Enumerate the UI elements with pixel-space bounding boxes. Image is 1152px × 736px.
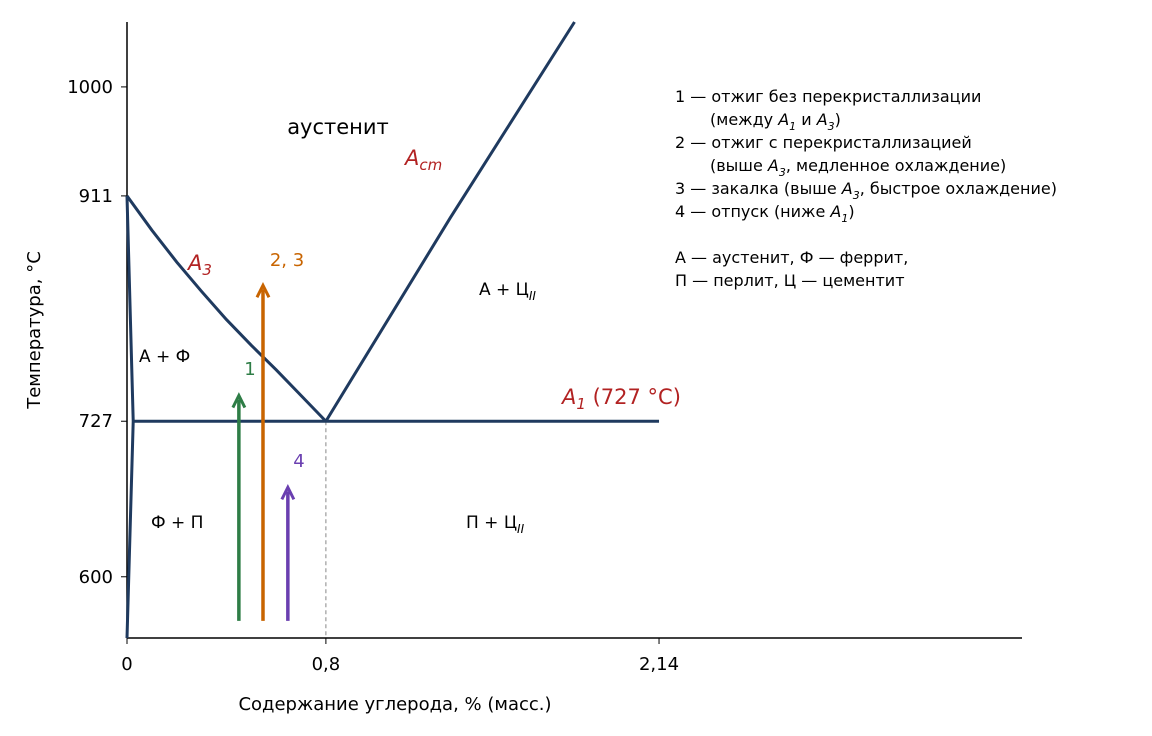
label: A1 (727 °C) xyxy=(560,385,681,413)
text-part: ) xyxy=(848,202,854,221)
y-tick-label: 1000 xyxy=(67,77,113,98)
label: (между A1 и A3) xyxy=(710,110,841,133)
subscript: 1 xyxy=(576,395,586,413)
subscript: 1 xyxy=(841,212,848,225)
y-axis-label: Температура, °C xyxy=(24,251,45,410)
label: (выше A3, медленное охлаждение) xyxy=(710,156,1006,179)
text-part: (выше xyxy=(710,156,768,175)
label: A3 xyxy=(186,251,212,279)
y-tick-label: 727 xyxy=(79,411,113,432)
subscript: 3 xyxy=(202,261,212,279)
arrow-label: 4 xyxy=(293,451,304,472)
subscript: 3 xyxy=(853,189,860,202)
label: 4 — отпуск (ниже A1) xyxy=(675,202,855,225)
text-part: 2 — отжиг с перекристаллизацией xyxy=(675,133,972,152)
symbol: A xyxy=(816,110,828,129)
subscript: cm xyxy=(419,156,442,174)
arrow-label: 1 xyxy=(244,359,255,380)
x-axis-label: Содержание углерода, % (масс.) xyxy=(238,694,551,715)
x-tick-label: 0 xyxy=(121,654,132,675)
phase-line xyxy=(125,195,327,423)
x-tick-label: 2,14 xyxy=(639,654,679,675)
text-part: П — перлит, Ц — цементит xyxy=(675,271,905,290)
label: аустенит xyxy=(287,115,389,139)
text-part: А + Ф xyxy=(139,347,190,367)
text-part: А — аустенит, Ф — феррит, xyxy=(675,248,908,267)
text-part: (727 °C) xyxy=(586,385,681,409)
label: А + Ф xyxy=(139,347,190,367)
subscript: 3 xyxy=(779,166,786,179)
phase-line xyxy=(324,21,576,423)
subscript: II xyxy=(517,522,525,536)
phase-line xyxy=(125,195,135,639)
label: П — перлит, Ц — цементит xyxy=(675,271,905,290)
text-part: Ф + П xyxy=(151,513,203,533)
arrow-head xyxy=(280,484,296,501)
x-tick-label: 0,8 xyxy=(312,654,341,675)
text-part: П + Ц xyxy=(466,513,517,533)
symbol: A xyxy=(186,251,202,275)
text-part: аустенит xyxy=(287,115,389,139)
text-part: (между xyxy=(710,110,778,129)
text-part: 4 — отпуск (ниже xyxy=(675,202,830,221)
subscript: 3 xyxy=(828,120,835,133)
symbol: A xyxy=(841,179,853,198)
text-part: 1 — отжиг без перекристаллизации xyxy=(675,87,981,106)
text-part: , медленное охлаждение) xyxy=(786,156,1006,175)
symbol: A xyxy=(403,146,419,170)
text-part: А + Ц xyxy=(479,280,529,300)
arrow-head xyxy=(231,392,247,409)
y-tick-label: 911 xyxy=(79,186,113,207)
arrow-head xyxy=(255,281,271,298)
label: 1 — отжиг без перекристаллизации xyxy=(675,87,981,106)
label: А — аустенит, Ф — феррит, xyxy=(675,248,908,267)
subscript: II xyxy=(529,289,537,303)
y-tick-label: 600 xyxy=(79,567,113,588)
label: 3 — закалка (выше A3, быстрое охлаждение… xyxy=(675,179,1057,202)
text-part: ) xyxy=(835,110,841,129)
text-part: , быстрое охлаждение) xyxy=(860,179,1057,198)
subscript: 1 xyxy=(789,120,796,133)
text-part: и xyxy=(796,110,817,129)
label: П + ЦII xyxy=(466,513,525,536)
text-part: 3 — закалка (выше xyxy=(675,179,842,198)
symbol: A xyxy=(829,202,841,221)
label: Ф + П xyxy=(151,513,203,533)
label: А + ЦII xyxy=(479,280,536,303)
symbol: A xyxy=(767,156,779,175)
label: Acm xyxy=(403,146,442,174)
label: 2 — отжиг с перекристаллизацией xyxy=(675,133,972,152)
arrow-label: 2, 3 xyxy=(270,250,304,271)
symbol: A xyxy=(560,385,576,409)
symbol: A xyxy=(777,110,789,129)
